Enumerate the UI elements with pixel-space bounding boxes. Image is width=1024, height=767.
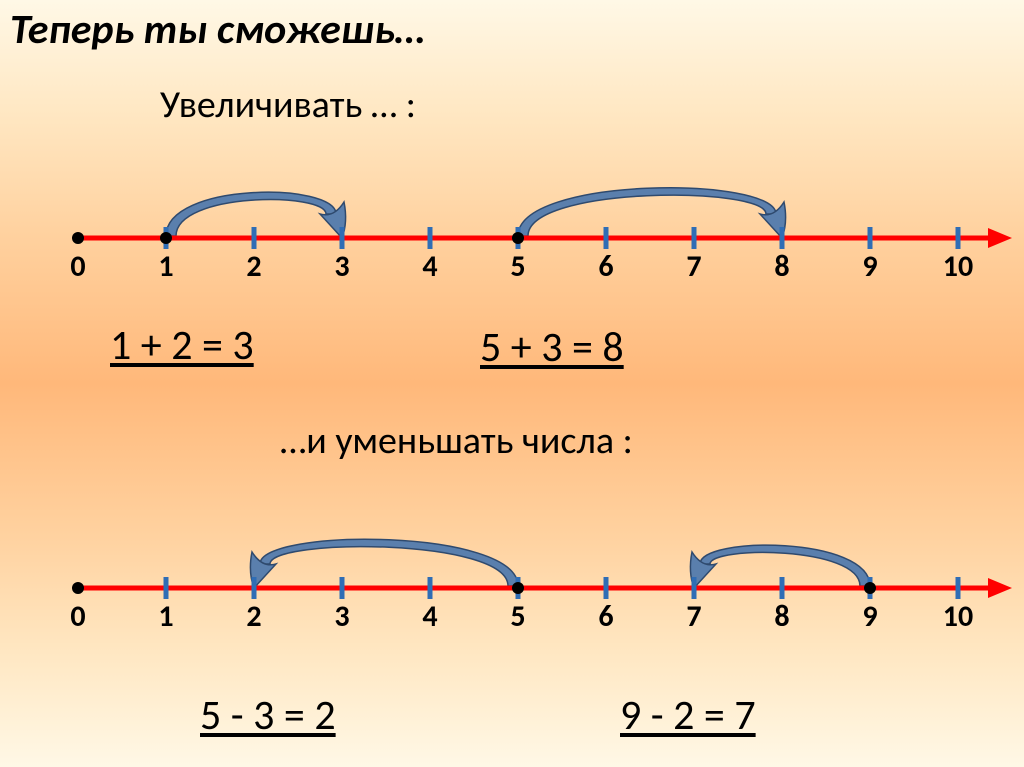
svg-text:5: 5 [510,598,525,635]
svg-text:10: 10 [943,248,973,285]
svg-text:3: 3 [334,248,349,285]
svg-text:0: 0 [70,248,85,285]
svg-text:1: 1 [158,598,173,635]
svg-text:7: 7 [686,248,701,285]
equation-3: 5 - 3 = 2 [200,690,336,741]
number-line: 0 1 2 3 4 5 6 7 8 9 10 [50,520,980,640]
svg-text:6: 6 [598,598,613,635]
number-line: 0 1 2 3 4 5 6 7 8 9 10 [50,170,980,290]
svg-text:7: 7 [686,598,701,635]
svg-text:0: 0 [70,598,85,635]
page-title: Теперь ты сможешь… [10,4,425,55]
svg-text:5: 5 [510,248,525,285]
svg-text:9: 9 [862,598,877,635]
svg-text:2: 2 [246,598,261,635]
svg-text:2: 2 [246,248,261,285]
subtitle-decrease: …и уменьшать числа : [280,418,633,464]
subtitle-increase: Увеличивать … : [160,82,416,128]
svg-text:8: 8 [774,248,789,285]
equation-4: 9 - 2 = 7 [620,690,756,741]
svg-text:6: 6 [598,248,613,285]
svg-text:10: 10 [943,598,973,635]
svg-text:8: 8 [774,598,789,635]
svg-text:3: 3 [334,598,349,635]
svg-text:4: 4 [422,598,437,635]
svg-text:9: 9 [862,248,877,285]
svg-text:1: 1 [158,248,173,285]
svg-text:4: 4 [422,248,437,285]
